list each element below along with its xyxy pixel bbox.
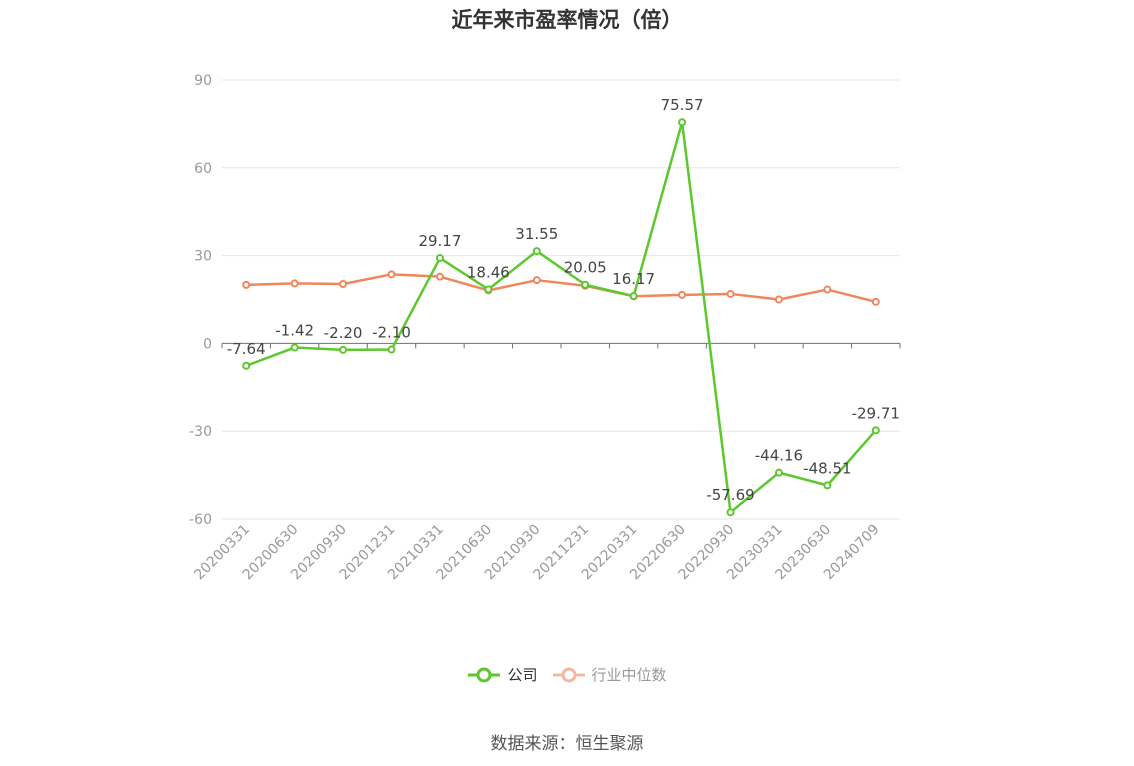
data-label: 75.57 bbox=[661, 96, 704, 114]
data-point bbox=[387, 345, 396, 354]
legend-company-label: 公司 bbox=[507, 666, 538, 684]
data-point bbox=[484, 285, 493, 294]
data-label: -1.42 bbox=[275, 322, 314, 340]
data-point bbox=[871, 297, 880, 306]
data-label: -57.69 bbox=[706, 486, 754, 504]
data-source-note: 数据来源：恒生聚源 bbox=[490, 734, 644, 754]
y-tick-label: -60 bbox=[189, 512, 212, 528]
data-label: -48.51 bbox=[803, 459, 851, 477]
legend-item-industry-median[interactable]: 行业中位数 bbox=[552, 664, 667, 685]
legend-item-company[interactable]: 公司 bbox=[467, 664, 538, 685]
chart-legend: 公司 行业中位数 bbox=[0, 664, 1134, 685]
series-line bbox=[246, 273, 877, 304]
data-point bbox=[726, 289, 735, 298]
data-point bbox=[435, 272, 444, 281]
y-tick-label: 60 bbox=[194, 161, 212, 177]
data-point bbox=[290, 279, 299, 288]
data-point bbox=[242, 280, 251, 289]
data-point bbox=[339, 279, 348, 288]
legend-industry-marker-icon bbox=[552, 667, 585, 682]
y-tick-label: 30 bbox=[194, 249, 212, 265]
data-point bbox=[774, 468, 783, 477]
data-label: 31.55 bbox=[515, 225, 558, 243]
y-tick-label: 90 bbox=[194, 73, 212, 89]
data-label: 29.17 bbox=[418, 232, 461, 250]
data-point bbox=[242, 361, 251, 370]
data-point bbox=[678, 290, 687, 299]
data-point bbox=[532, 247, 541, 256]
data-point bbox=[678, 118, 687, 127]
data-point bbox=[629, 292, 638, 301]
data-point bbox=[871, 426, 880, 435]
data-point bbox=[823, 285, 832, 294]
legend-industry-label: 行业中位数 bbox=[591, 666, 667, 684]
y-tick-label: 0 bbox=[203, 336, 212, 352]
data-label: -44.16 bbox=[755, 447, 803, 465]
y-tick-label: -30 bbox=[189, 424, 212, 440]
data-point bbox=[435, 254, 444, 263]
data-label: -2.20 bbox=[324, 324, 363, 342]
data-point bbox=[823, 481, 832, 490]
data-point bbox=[339, 345, 348, 354]
data-label: -2.10 bbox=[372, 324, 411, 342]
data-point bbox=[581, 280, 590, 289]
data-point bbox=[290, 343, 299, 352]
data-label: 18.46 bbox=[467, 263, 510, 281]
data-point bbox=[774, 295, 783, 304]
data-point bbox=[387, 270, 396, 279]
data-label: -7.64 bbox=[227, 340, 266, 358]
chart-title: 近年来市盈率情况（倍） bbox=[451, 8, 683, 32]
data-label: 16.17 bbox=[612, 270, 655, 288]
data-point bbox=[726, 508, 735, 517]
data-label: -29.71 bbox=[852, 404, 900, 422]
legend-company-marker-icon bbox=[468, 667, 501, 682]
data-label: 20.05 bbox=[564, 259, 607, 277]
pe-ratio-line-chart: -60-300306090202003312020063020200930202… bbox=[189, 73, 901, 583]
data-point bbox=[532, 276, 541, 285]
series-line bbox=[245, 120, 877, 514]
